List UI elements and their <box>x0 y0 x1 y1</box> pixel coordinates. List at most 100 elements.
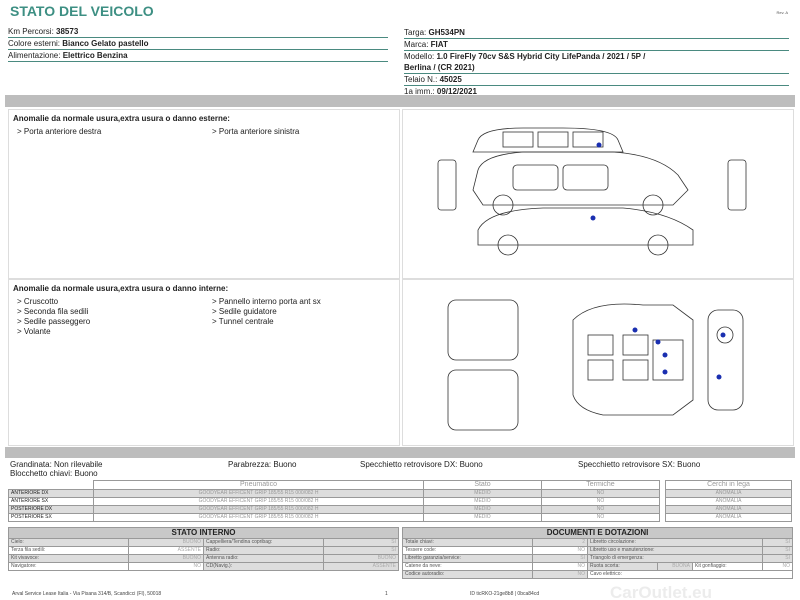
item-label: Triangolo di emergenza: <box>587 554 763 563</box>
table-row: ANOMALIA <box>665 505 792 514</box>
km-row: Km Percorsi: 38573 <box>8 26 388 38</box>
item-value: BUONO <box>128 538 204 547</box>
documenti-title: DOCUMENTI E DOTAZIONI <box>401 527 794 539</box>
blocchetto: Blocchetto chiavi: Buono <box>10 469 98 478</box>
damage-item: > Seconda fila sedili <box>17 307 89 316</box>
telaio-label: Telaio N.: <box>404 75 440 84</box>
item-value: SI <box>532 554 588 563</box>
parabrezza: Parabrezza: Buono <box>228 460 297 469</box>
table-row: POSTERIORE SX GOODYEAR EFFICENT GRIP 185/… <box>8 513 660 522</box>
table-row: Libretto garanzia/service: SI Triangolo di… <box>402 554 794 563</box>
tire-position: ANTERIORE DX <box>8 489 94 498</box>
km-value: 38573 <box>56 27 79 36</box>
table-header: Cerchi in lega <box>665 480 792 490</box>
rim-state: ANOMALIA <box>665 513 792 522</box>
tire-model: GOODYEAR EFFICENT GRIP 185/55 R15 000/08… <box>93 489 424 498</box>
specchietto-dx: Specchietto retrovisore DX: Buono <box>360 460 483 469</box>
damage-item: > Tunnel centrale <box>212 317 274 326</box>
table-row: ANTERIORE SX GOODYEAR EFFICENT GRIP 185/5… <box>8 497 660 506</box>
fuel-row: Alimentazione: Elettrico Benzina <box>8 50 388 62</box>
tire-position: POSTERIORE DX <box>8 505 94 514</box>
watermark-text: CarOutlet.eu <box>610 584 712 600</box>
table-row: ANOMALIA <box>665 513 792 522</box>
table-row: Codice autoradio: NO Cavo elettrico: <box>402 570 794 579</box>
color-row: Colore esterni: Bianco Gelato pastello <box>8 38 388 50</box>
item-label: CD(Navig.): <box>203 562 324 571</box>
item-label: Ruota scorta: <box>587 562 658 571</box>
fuel-label: Alimentazione: <box>8 51 63 60</box>
modello-row: Modello: 1.0 FireFly 70cv S&S Hybrid Cit… <box>404 51 789 62</box>
item-label: Libretto circolazione: <box>587 538 763 547</box>
table-row: Totale chiavi: 2 Libretto circolazione: SI <box>402 538 794 547</box>
divider-bar <box>5 95 795 107</box>
interior-heading: Anomalie da normale usura,extra usura o … <box>13 284 229 293</box>
grandinata: Grandinata: Non rilevabile <box>10 460 103 469</box>
item-label: Terza fila sedili: <box>8 546 129 555</box>
rim-state: ANOMALIA <box>665 497 792 506</box>
item-value: NO <box>532 546 588 555</box>
interior-col-2: > Pannello interno porta ant sx > Sedile … <box>204 297 399 337</box>
section-header: DOCUMENTI E DOTAZIONI <box>401 527 794 539</box>
damage-item: > Volante <box>17 327 51 336</box>
divider-bar <box>5 447 795 458</box>
item-value: NO <box>761 562 794 571</box>
stato-interno-table: STATO INTERNO Cielo: BUONO Cappelliera/Ten… <box>8 527 399 571</box>
modello-value-2: Berlina / (CR 2021) <box>404 63 475 72</box>
item-label: Libretto garanzia/service: <box>402 554 533 563</box>
item-value: ASSENTE <box>128 546 204 555</box>
item-value: BUONO <box>323 554 399 563</box>
table-row: Terza fila sedili: ASSENTE Radio: SI <box>8 546 399 555</box>
rims-table: Cerchi in lega ANOMALIA ANOMALIA ANOMALI… <box>665 480 792 522</box>
table-row: Catene da neve: NO Ruota scorta: BUONA Kit g… <box>402 562 794 571</box>
item-value: 2 <box>532 538 588 547</box>
marca-value: FIAT <box>430 40 448 49</box>
marca-label: Marca: <box>404 40 431 49</box>
car-exterior-icon <box>437 127 747 256</box>
tire-winter: NO <box>541 505 660 514</box>
telaio-value: 45025 <box>439 75 462 84</box>
marca-row: Marca: FIAT <box>404 39 789 51</box>
item-label: Kit vivavoce: <box>8 554 129 563</box>
vehicle-info-left: Km Percorsi: 38573 Colore esterni: Bianc… <box>8 26 388 62</box>
item-value: NO <box>532 570 588 579</box>
item-label: Cavo elettrico: <box>586 570 794 579</box>
targa-label: Targa: <box>404 28 429 37</box>
table-row: ANTERIORE DX GOODYEAR EFFICENT GRIP 185/5… <box>8 489 660 498</box>
color-label: Colore esterni: <box>8 39 63 48</box>
damage-dot <box>596 142 602 148</box>
damage-item: > Cruscotto <box>17 297 59 306</box>
interior-diagram <box>402 279 794 446</box>
damage-dots <box>632 327 726 380</box>
interior-damage-panel: Anomalie da normale usura,extra usura o … <box>8 279 400 446</box>
interior-col-1: > Cruscotto > Seconda fila sedili > Sedile… <box>9 297 204 337</box>
damage-item: > Porta anteriore sinistra <box>212 127 300 136</box>
watermark-logo: CarOutlet.eu <box>610 584 712 600</box>
tire-state: MEDIO <box>423 489 542 498</box>
item-label: Antenna radio: <box>203 554 324 563</box>
item-label: Libretto uso e manutenzione: <box>587 546 763 555</box>
item-value: SI <box>761 538 794 547</box>
damage-item: > Sedile guidatore <box>212 307 277 316</box>
car-interior-icon <box>447 299 744 431</box>
damage-item: > Sedile passeggero <box>17 317 91 326</box>
table-row: Kit vivavoce: BUONO Antenna radio: BUONO <box>8 554 399 563</box>
item-value: SI <box>323 538 399 547</box>
item-label: Codice autoradio: <box>402 570 533 579</box>
item-label: Radio: <box>203 546 324 555</box>
header-termiche: Termiche <box>541 480 660 490</box>
item-label: Catene da neve: <box>402 562 533 571</box>
revision: Rev. A <box>776 10 789 15</box>
item-value: ASSENTE <box>323 562 399 571</box>
targa-row: Targa: GH534PN <box>404 27 789 39</box>
targa-value: GH534PN <box>428 28 465 37</box>
imm-value: 09/12/2021 <box>436 87 477 96</box>
table-row: Navigatore: NO CD(Navig.): ASSENTE <box>8 562 399 571</box>
stato-interno-title: STATO INTERNO <box>8 527 399 539</box>
item-value: BUONO <box>128 554 204 563</box>
item-label: Totale chiavi: <box>402 538 533 547</box>
imm-label: 1a imm.: <box>404 87 437 96</box>
exterior-damage-panel: Anomalie da normale usura,extra usura o … <box>8 109 400 279</box>
tire-winter: NO <box>541 489 660 498</box>
tire-model: GOODYEAR EFFICENT GRIP 185/55 R15 000/08… <box>93 513 424 522</box>
item-value: SI <box>761 554 794 563</box>
